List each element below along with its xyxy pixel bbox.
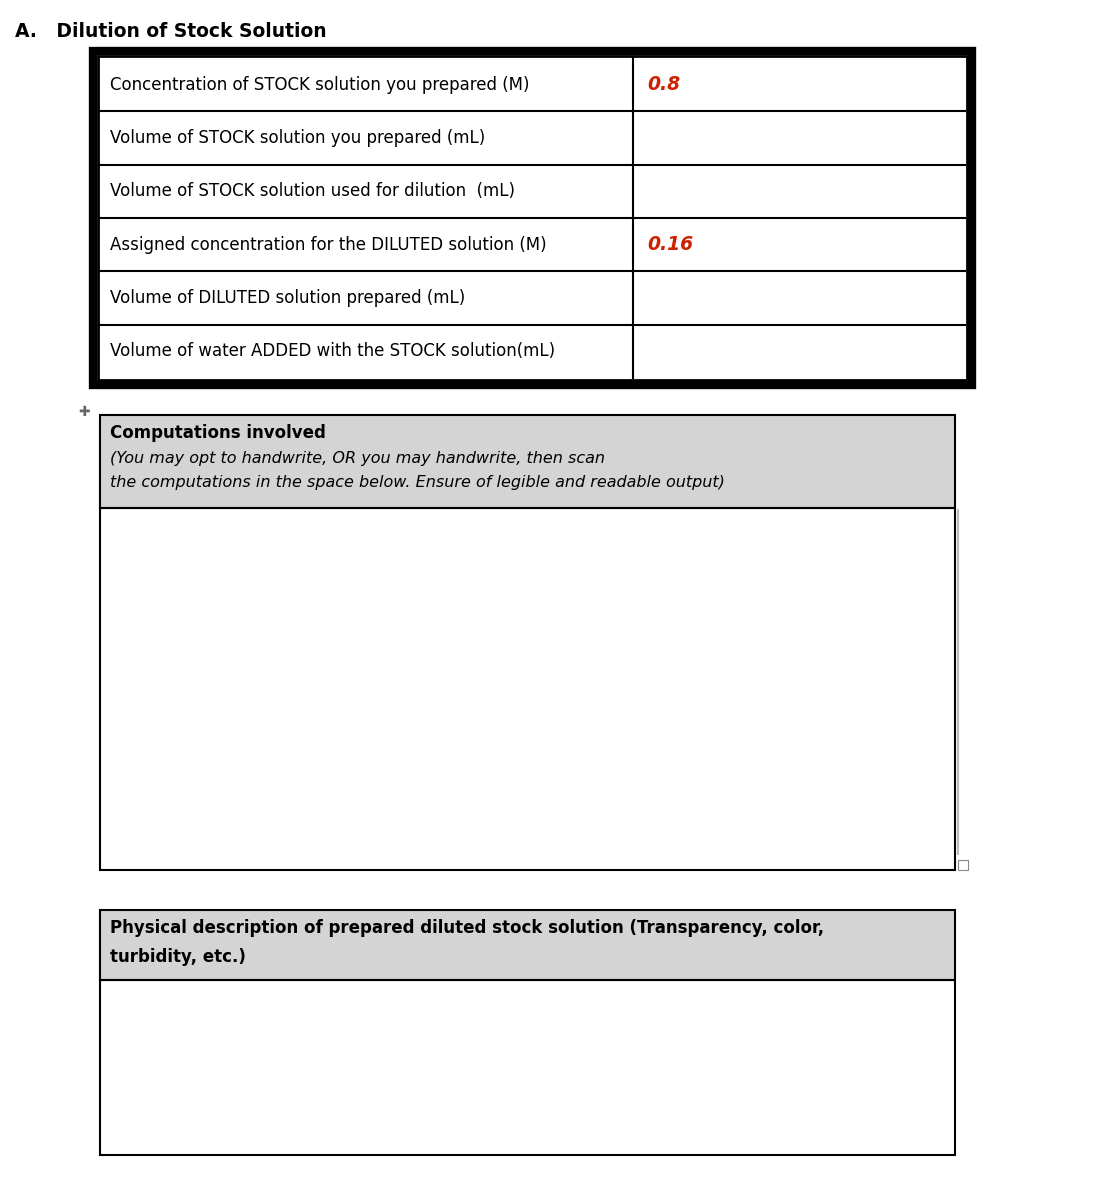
Text: (You may opt to handwrite, OR you may handwrite, then scan: (You may opt to handwrite, OR you may ha… <box>110 452 605 466</box>
Text: Volume of STOCK solution used for dilution  (mL): Volume of STOCK solution used for diluti… <box>110 183 516 201</box>
Text: ✚: ✚ <box>78 405 90 419</box>
Bar <box>100 508 955 870</box>
Text: 0.16: 0.16 <box>647 235 693 255</box>
Text: Volume of water ADDED with the STOCK solution(mL): Volume of water ADDED with the STOCK sol… <box>110 342 556 360</box>
Bar <box>100 416 955 508</box>
Text: Concentration of STOCK solution you prepared (M): Concentration of STOCK solution you prep… <box>110 76 530 94</box>
Text: Physical description of prepared diluted stock solution (Transparency, color,: Physical description of prepared diluted… <box>110 919 824 937</box>
Text: the computations in the space below. Ensure of legible and readable output): the computations in the space below. Ens… <box>110 476 724 490</box>
Text: Computations involved: Computations involved <box>110 424 326 442</box>
Bar <box>100 910 955 980</box>
Bar <box>98 56 967 380</box>
Bar <box>958 860 968 870</box>
Bar <box>100 416 955 508</box>
Text: 0.8: 0.8 <box>647 76 680 94</box>
Text: Assigned concentration for the DILUTED solution (M): Assigned concentration for the DILUTED s… <box>110 235 547 253</box>
Text: Volume of STOCK solution you prepared (mL): Volume of STOCK solution you prepared (m… <box>110 129 486 147</box>
Text: Volume of DILUTED solution prepared (mL): Volume of DILUTED solution prepared (mL) <box>110 289 466 307</box>
Bar <box>100 910 955 980</box>
Text: A.   Dilution of Stock Solution: A. Dilution of Stock Solution <box>16 22 327 41</box>
Bar <box>93 50 972 386</box>
Bar <box>100 980 955 1155</box>
Text: turbidity, etc.): turbidity, etc.) <box>110 948 246 966</box>
